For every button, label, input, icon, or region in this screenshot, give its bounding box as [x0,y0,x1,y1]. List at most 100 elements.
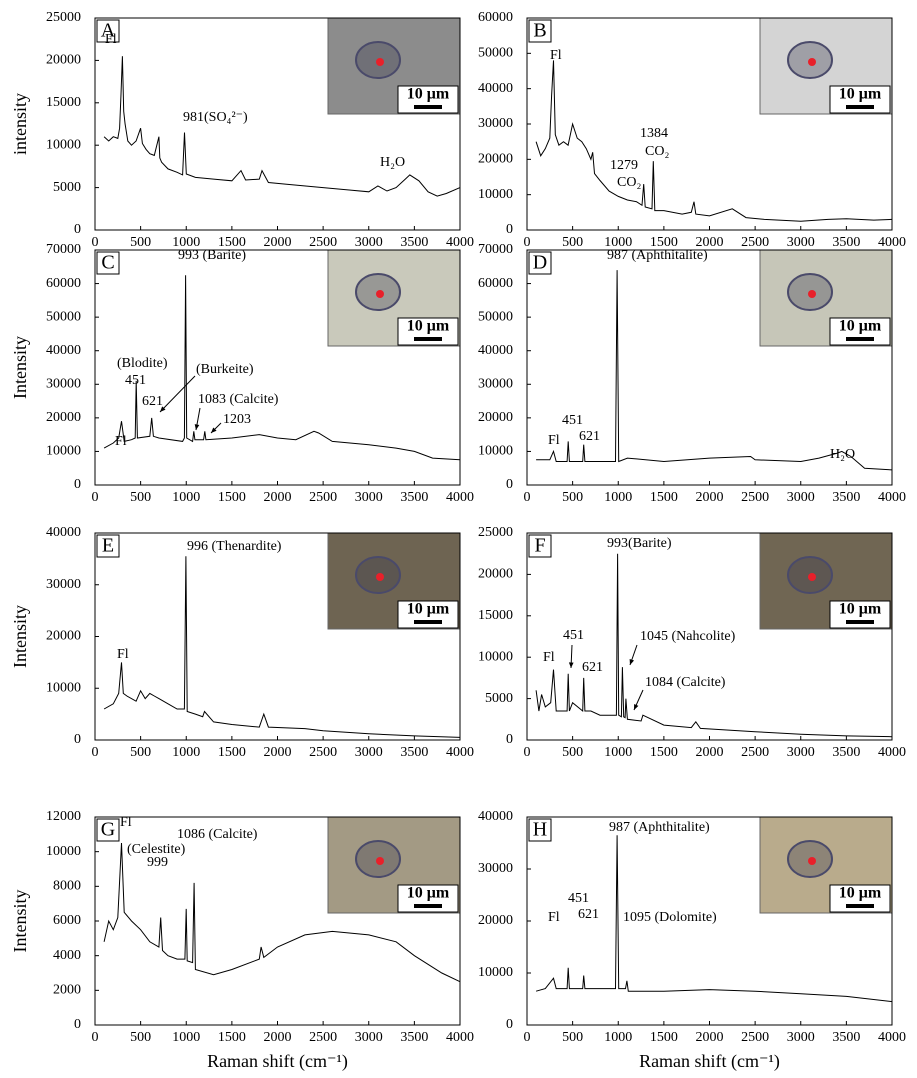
annotation: 1086 (Calcite) [177,827,258,842]
annotation: 1384 [640,126,668,141]
x-tick-label: 1500 [650,490,678,505]
annotation: H₂O [380,155,405,170]
y-tick-label: 0 [74,1017,81,1032]
scale-bar-label: 10 μm [407,86,450,103]
figure: 0500010000150002000025000050010001500200… [0,0,917,1078]
scale-bar-label: 10 μm [839,885,882,902]
annotation: Fl [105,32,117,47]
x-tick-label: 2500 [741,235,769,250]
x-tick-label: 500 [562,745,583,760]
annotation: 993(Barite) [607,536,672,551]
annotation: 981(SO₄²⁻) [183,110,248,125]
laser-spot [808,290,816,298]
x-tick-label: 0 [92,745,99,760]
x-tick-label: 2500 [741,1030,769,1045]
panel-letter: C [101,252,114,274]
x-tick-label: 0 [92,235,99,250]
y-tick-label: 0 [506,477,513,492]
laser-spot [376,290,384,298]
y-tick-label: 40000 [46,343,81,358]
annotation: Fl [543,650,555,665]
y-tick-label: 30000 [46,577,81,592]
scale-bar [414,620,442,624]
y-tick-label: 15000 [478,608,513,623]
y-tick-label: 0 [74,732,81,747]
x-tick-label: 2000 [264,745,292,760]
scale-bar-label: 10 μm [407,601,450,618]
x-tick-label: 3000 [787,1030,815,1045]
annotation: 451 [563,628,584,643]
panel-letter: D [533,252,547,274]
annotation: (Blodite) [117,356,168,371]
annotation: CO₂ [645,144,669,159]
x-tick-label: 3500 [832,1030,860,1045]
y-tick-label: 70000 [478,242,513,257]
annotation: Fl [548,433,560,448]
x-tick-label: 1500 [650,1030,678,1045]
x-tick-label: 500 [562,1030,583,1045]
y-axis-title: intensity [10,93,30,155]
x-tick-label: 2500 [741,745,769,760]
y-tick-label: 0 [506,732,513,747]
y-tick-label: 25000 [46,10,81,25]
laser-spot [808,573,816,581]
y-tick-label: 5000 [485,691,513,706]
x-tick-label: 1000 [172,745,200,760]
annotation: 451 [562,413,583,428]
y-tick-label: 40000 [478,809,513,824]
x-tick-label: 4000 [878,235,906,250]
x-axis-title: Raman shift (cm⁻¹) [207,1051,348,1072]
x-tick-label: 3500 [400,1030,428,1045]
y-tick-label: 50000 [46,309,81,324]
x-tick-label: 3000 [355,235,383,250]
annotation: CO₂ [617,175,641,190]
x-tick-label: 3000 [787,490,815,505]
y-tick-label: 70000 [46,242,81,257]
y-tick-label: 20000 [46,410,81,425]
x-tick-label: 500 [130,490,151,505]
x-tick-label: 3500 [832,745,860,760]
x-tick-label: 4000 [446,1030,474,1045]
y-tick-label: 30000 [478,377,513,392]
annotation: 1279 [610,158,638,173]
annotation: 999 [147,855,168,870]
scale-bar [414,904,442,908]
arrow-head [195,424,200,430]
annotation: 1095 (Dolomite) [623,910,717,925]
annotation: 996 (Thenardite) [187,539,282,554]
x-tick-label: 3000 [355,745,383,760]
y-tick-label: 0 [506,222,513,237]
x-tick-label: 500 [562,490,583,505]
y-tick-label: 25000 [478,525,513,540]
annotation: Fl [550,48,562,63]
annotation: 621 [582,660,603,675]
x-tick-label: 0 [524,1030,531,1045]
laser-spot [808,58,816,66]
x-tick-label: 3500 [400,490,428,505]
y-axis-title: Intensity [10,890,30,953]
x-tick-label: 1000 [172,1030,200,1045]
y-tick-label: 15000 [46,95,81,110]
y-tick-label: 10000 [478,649,513,664]
annotation: Fl [115,434,127,449]
scale-bar [846,620,874,624]
annotation: 1083 (Calcite) [198,392,279,407]
y-tick-label: 6000 [53,913,81,928]
y-tick-label: 5000 [53,180,81,195]
y-tick-label: 60000 [478,276,513,291]
x-tick-label: 2500 [309,490,337,505]
y-tick-label: 20000 [46,629,81,644]
x-tick-label: 500 [562,235,583,250]
x-tick-label: 4000 [446,490,474,505]
x-tick-label: 0 [92,1030,99,1045]
x-tick-label: 1000 [172,490,200,505]
x-tick-label: 0 [92,490,99,505]
x-tick-label: 2500 [741,490,769,505]
scale-bar-label: 10 μm [839,318,882,335]
y-tick-label: 10000 [478,187,513,202]
scale-bar [414,105,442,109]
y-tick-label: 50000 [478,46,513,61]
